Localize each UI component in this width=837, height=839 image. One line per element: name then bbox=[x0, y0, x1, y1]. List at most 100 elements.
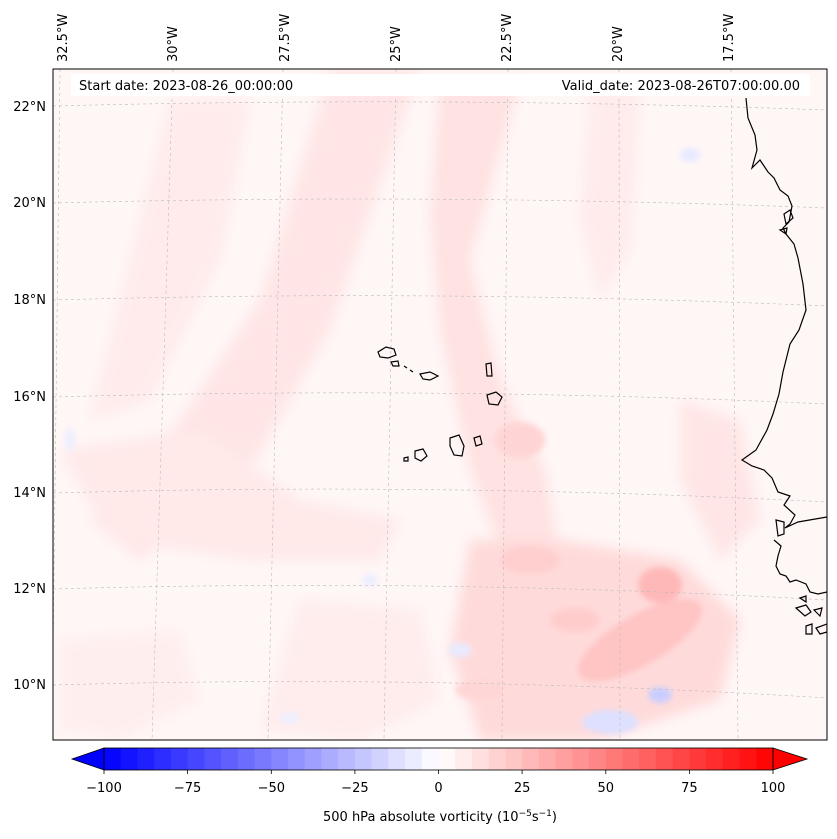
colorbar-tick: 75 bbox=[681, 781, 698, 796]
colorbar-cell bbox=[555, 748, 573, 770]
colorbar-cell bbox=[421, 748, 439, 770]
colorbar-cell bbox=[522, 748, 540, 770]
map-panel: Start date: 2023-08-26_00:00:00 Valid_da… bbox=[52, 68, 828, 741]
vorticity-field bbox=[53, 69, 827, 740]
vorticity-maximum bbox=[638, 567, 682, 603]
lat-label: 16°N bbox=[13, 390, 46, 405]
negative-vorticity-patch bbox=[648, 687, 672, 703]
colorbar-cell bbox=[405, 748, 423, 770]
coastline-bijagos bbox=[794, 595, 827, 635]
lon-label: 17.5°W bbox=[722, 14, 737, 62]
lat-label: 20°N bbox=[13, 196, 46, 211]
colorbar-cell bbox=[572, 748, 590, 770]
island-maio bbox=[473, 435, 483, 447]
colorbar-cell bbox=[137, 748, 155, 770]
valid-date-label: Valid_date: 2023-08-26T07:00:00.00 bbox=[562, 79, 800, 94]
colorbar-label-exp: −1 bbox=[539, 809, 552, 819]
island-fogo bbox=[414, 448, 428, 462]
lat-label: 18°N bbox=[13, 293, 46, 308]
colorbar-tick-labels: −100 −75 −50 −25 0 25 50 75 100 bbox=[86, 781, 785, 796]
african-coastline bbox=[740, 97, 827, 635]
colorbar-cell bbox=[338, 748, 356, 770]
vorticity-maximum bbox=[578, 598, 702, 682]
colorbar-cell bbox=[471, 748, 490, 770]
negative-vorticity-patch bbox=[582, 710, 638, 734]
colorbar-cell bbox=[622, 748, 640, 770]
colorbar-cell bbox=[304, 748, 322, 770]
lon-label: 27.5°W bbox=[278, 14, 293, 62]
vorticity-band bbox=[60, 630, 200, 740]
colorbar-cell bbox=[154, 748, 172, 770]
colorbar-label: 500 hPa absolute vorticity (10−5s−1) bbox=[323, 809, 557, 825]
colorbar-tick: 25 bbox=[514, 781, 531, 796]
coastline-bay bbox=[778, 209, 794, 236]
colorbar-label-exp: −5 bbox=[519, 809, 532, 819]
colorbar-cells bbox=[104, 748, 774, 770]
colorbar-cell bbox=[321, 748, 339, 770]
colorbar-cell bbox=[170, 748, 189, 770]
colorbar-cell bbox=[722, 748, 740, 770]
island-santa-luzia bbox=[403, 365, 414, 373]
colorbar-cell bbox=[655, 748, 674, 770]
island-sao-vicente bbox=[390, 360, 400, 367]
colorbar-cell bbox=[488, 748, 506, 770]
colorbar-cell bbox=[187, 748, 205, 770]
colorbar-cell bbox=[354, 748, 373, 770]
vorticity-maximum bbox=[500, 546, 560, 574]
lon-label: 30°W bbox=[166, 26, 181, 62]
colorbar-tick: −100 bbox=[86, 781, 122, 796]
colorbar-cell bbox=[756, 748, 774, 770]
island-sao-nicolau bbox=[419, 371, 440, 381]
negative-vorticity-patch bbox=[65, 428, 75, 452]
coastline-main bbox=[740, 97, 827, 529]
vorticity-band bbox=[580, 90, 640, 300]
island-santiago bbox=[449, 434, 465, 457]
vorticity-maximum bbox=[455, 680, 505, 700]
coastline-guinea-bissau bbox=[773, 519, 827, 595]
colorbar-tick-marks bbox=[103, 770, 774, 774]
colorbar-cell bbox=[388, 748, 406, 770]
vorticity-maximum bbox=[550, 608, 600, 632]
colorbar-cell bbox=[237, 748, 255, 770]
vorticity-maximum bbox=[495, 422, 545, 458]
colorbar-cell bbox=[287, 748, 306, 770]
lat-label: 14°N bbox=[13, 486, 46, 501]
island-brava bbox=[403, 456, 409, 462]
colorbar-cell bbox=[589, 748, 607, 770]
colorbar-label-main: 500 hPa absolute vorticity (10 bbox=[323, 810, 519, 825]
longitude-labels: 32.5°W 30°W 27.5°W 25°W 22.5°W 20°W 17.5… bbox=[56, 14, 737, 62]
negative-vorticity-patch bbox=[448, 643, 472, 657]
island-sal bbox=[485, 362, 493, 377]
lat-label: 22°N bbox=[13, 100, 46, 115]
lon-label: 25°W bbox=[389, 26, 404, 62]
colorbar-extend-max bbox=[772, 747, 809, 771]
colorbar-cell bbox=[254, 748, 272, 770]
colorbar-tick: 0 bbox=[434, 781, 442, 796]
vorticity-band bbox=[260, 600, 440, 740]
colorbar-cell bbox=[639, 748, 657, 770]
colorbar-tick: −25 bbox=[341, 781, 368, 796]
header-box bbox=[71, 74, 810, 96]
colorbar-cell bbox=[672, 748, 690, 770]
negative-vorticity-patch bbox=[280, 712, 300, 724]
cabo-verde-islands bbox=[377, 346, 503, 462]
colorbar-extend-min bbox=[70, 747, 105, 771]
colorbar-cell bbox=[120, 748, 138, 770]
colorbar-tick: −75 bbox=[174, 781, 201, 796]
latitude-labels: 22°N 20°N 18°N 16°N 14°N 12°N 10°N bbox=[13, 100, 46, 693]
lat-label: 10°N bbox=[13, 678, 46, 693]
vorticity-band bbox=[430, 80, 560, 600]
lon-label: 32.5°W bbox=[56, 14, 71, 62]
colorbar-tick: 50 bbox=[598, 781, 615, 796]
colorbar-cell bbox=[538, 748, 556, 770]
colorbar-cell bbox=[271, 748, 289, 770]
colorbar-label-close: ) bbox=[552, 810, 557, 825]
colorbar-label-unit: s bbox=[532, 810, 539, 825]
colorbar-cell bbox=[204, 748, 222, 770]
colorbar-cell bbox=[438, 748, 456, 770]
colorbar-cell bbox=[455, 748, 473, 770]
colorbar-cell bbox=[706, 748, 724, 770]
island-santo-antao bbox=[377, 346, 397, 359]
colorbar-cell bbox=[505, 748, 523, 770]
